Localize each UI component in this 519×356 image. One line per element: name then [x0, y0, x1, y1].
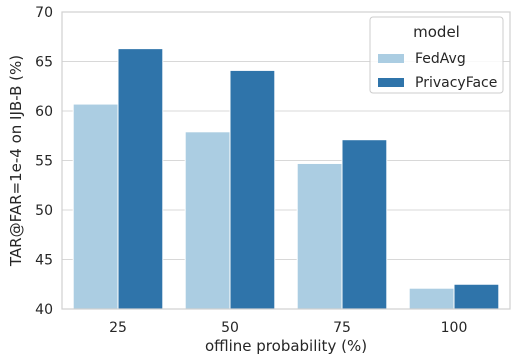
- y-tick-label: 40: [35, 302, 53, 318]
- legend-box: [369, 16, 504, 94]
- legend: model FedAvg PrivacyFace: [369, 16, 504, 94]
- legend-title: model: [413, 23, 460, 41]
- bar-fedavg-50: [184, 131, 231, 310]
- y-tick-label: 45: [35, 253, 53, 269]
- y-axis-label: TAR@FAR=1e-4 on IJB-B (%): [7, 55, 25, 267]
- y-tick-label: 70: [35, 5, 53, 21]
- y-tick-label: 50: [35, 203, 53, 219]
- x-tick-label: 100: [441, 320, 468, 336]
- bars: [72, 48, 500, 310]
- bar-fedavg-25: [72, 103, 119, 310]
- x-tick-labels: 25 50 75 100: [109, 320, 467, 336]
- bar-fedavg-75: [296, 162, 343, 310]
- legend-label-fedavg: FedAvg: [415, 51, 466, 67]
- y-tick-label: 60: [35, 104, 53, 120]
- bar-privacyface-50: [229, 69, 276, 310]
- legend-swatch-privacyface: [378, 78, 404, 87]
- legend-swatch-fedavg: [378, 54, 404, 63]
- y-tick-label: 65: [35, 55, 53, 71]
- bar-fedavg-100: [408, 287, 455, 310]
- x-tick-label: 50: [221, 320, 239, 336]
- y-tick-label: 55: [35, 154, 53, 170]
- legend-items: FedAvg PrivacyFace: [378, 51, 497, 91]
- x-tick-label: 75: [333, 320, 351, 336]
- x-tick-label: 25: [109, 320, 127, 336]
- x-axis-label: offline probability (%): [205, 337, 367, 355]
- bar-privacyface-25: [117, 48, 164, 310]
- bar-privacyface-100: [453, 283, 500, 310]
- y-tick-labels: 40 45 50 55 60 65 70: [35, 5, 53, 318]
- bar-privacyface-75: [341, 139, 388, 310]
- legend-label-privacyface: PrivacyFace: [415, 75, 497, 91]
- plot-frame: [61, 11, 511, 310]
